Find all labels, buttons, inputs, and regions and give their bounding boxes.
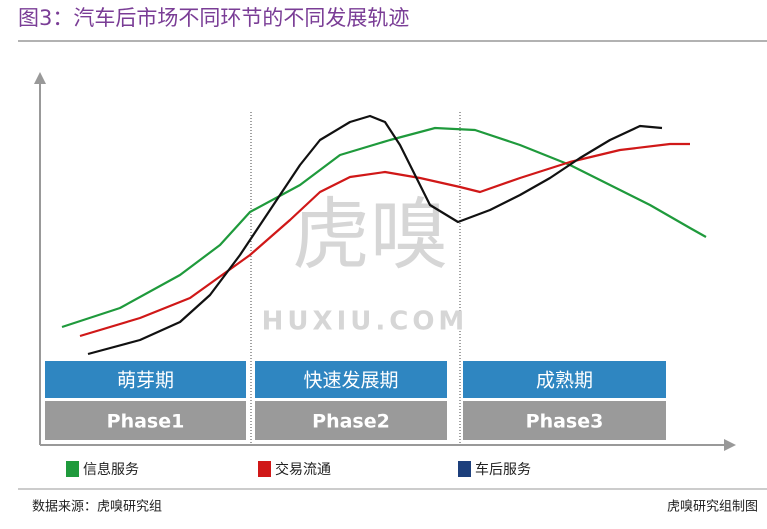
phase-name: 快速发展期 [303,370,398,392]
chart-title: 图3：汽车后市场不同环节的不同发展轨迹 [18,6,409,30]
legend-label: 信息服务 [83,461,139,478]
y-axis-arrow [34,72,46,84]
series-line [61,126,707,329]
watermark-sub: HUXIU.COM [262,307,469,337]
phase-label: Phase2 [312,411,390,433]
credit: 虎嗅研究组制图 [667,500,758,515]
legend-label: 交易流通 [275,461,331,478]
legend-swatch [258,461,271,477]
legend-swatch [66,461,79,477]
phase-box [255,361,447,398]
source: 数据来源：虎嗅研究组 [32,500,162,515]
phase-label: Phase3 [526,411,604,433]
phase-label: Phase1 [107,411,185,433]
series-line [87,114,663,356]
phase-box [45,361,246,398]
legend-label: 车后服务 [475,461,531,478]
phase-box [45,401,246,440]
watermark: 虎嗅 [292,190,448,280]
phase-box [255,401,447,440]
phase-box [463,361,666,398]
series-line [79,142,690,338]
phase-name: 萌芽期 [117,370,174,392]
legend-swatch [458,461,471,477]
phase-name: 成熟期 [536,370,593,392]
phase-box [463,401,666,440]
x-axis-arrow [724,439,736,451]
